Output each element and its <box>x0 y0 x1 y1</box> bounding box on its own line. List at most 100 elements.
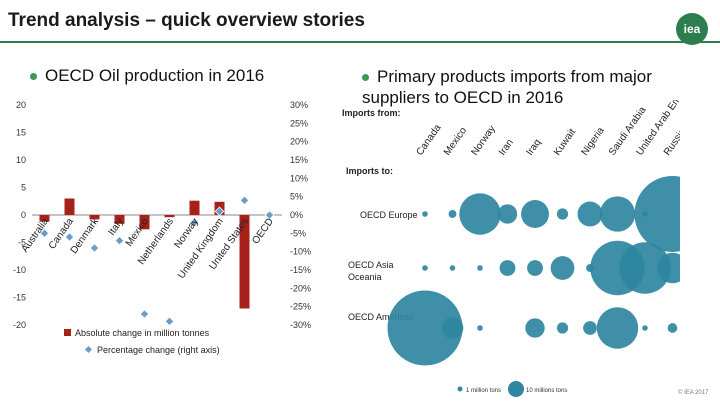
pct-marker-netherlands <box>164 316 175 327</box>
y2-tick-label: -10% <box>290 247 311 257</box>
bar-canada <box>64 198 75 215</box>
y2-tick-label: -5% <box>290 228 306 238</box>
bubble <box>497 204 518 224</box>
bubble <box>556 208 569 220</box>
oil-chart-title: OECD Oil production in 2016 <box>45 66 265 85</box>
pct-marker-oecd <box>264 210 275 220</box>
y-tick-label: 10 <box>16 155 26 165</box>
pct-marker-united-kingdom <box>214 206 225 217</box>
bubble <box>577 201 603 227</box>
region-label: OECD Europe <box>360 210 418 220</box>
y2-tick-label: -25% <box>290 302 311 312</box>
y-tick-label: 5 <box>21 183 26 193</box>
bubble <box>527 260 543 276</box>
category-label: OECD <box>250 216 276 246</box>
oil-production-panel-title: OECD Oil production in 2016 <box>30 66 264 86</box>
y2-tick-label: 30% <box>290 100 308 110</box>
y2-tick-label: 20% <box>290 137 308 147</box>
y-tick-label: -20 <box>13 320 26 330</box>
bubble <box>619 242 671 294</box>
bar-united-states <box>239 215 250 309</box>
supplier-label: Iraq <box>524 137 543 157</box>
y-tick-label: -15 <box>13 293 26 303</box>
oil-production-chart: 20 15 10 5 0 -5 -10 -15 -20 30% 25% 20% 15% 10% 5% 0% -5… <box>13 100 311 355</box>
y-tick-label: 15 <box>16 128 26 138</box>
y-tick-label: 20 <box>16 100 26 110</box>
bubble <box>667 323 678 333</box>
bubble <box>477 265 483 271</box>
bar-denmark <box>89 215 100 220</box>
x-axis-label: Imports from: <box>342 108 401 118</box>
bubble <box>422 211 428 217</box>
bubble <box>387 290 463 366</box>
pct-marker-united-states <box>239 195 250 206</box>
y-tick-label: -10 <box>13 265 26 275</box>
bubble <box>449 265 456 271</box>
y2-tick-label: 25% <box>290 118 308 128</box>
pct-marker-canada <box>64 232 75 242</box>
bubble <box>596 307 639 349</box>
bubble <box>448 210 457 218</box>
y2-tick-label: -15% <box>290 265 311 275</box>
pct-marker-mexico <box>139 309 150 319</box>
y-tick-label: -5 <box>18 238 26 248</box>
bar-australia <box>39 215 50 222</box>
bar-netherlands <box>164 215 175 218</box>
bubble <box>642 325 648 331</box>
supplier-label: Mexico <box>442 125 469 158</box>
y2-tick-label: 15% <box>290 155 308 165</box>
page-title: Trend analysis – quick overview stories <box>8 10 365 31</box>
pct-marker-denmark <box>89 243 100 253</box>
bar-italy <box>114 215 125 224</box>
legend-pct-swatch <box>84 345 93 354</box>
region-label: Oceania <box>348 272 382 282</box>
supplier-label: Nigeria <box>579 125 606 158</box>
pct-marker-italy <box>114 235 125 246</box>
supplier-label: Canada <box>414 122 443 157</box>
bar-norway <box>189 200 200 215</box>
supplier-label: Kuwait <box>552 127 578 158</box>
supplier-label: Norway <box>469 124 497 158</box>
bubble <box>583 321 597 335</box>
legend-bar-label: Absolute change in million tonnes <box>75 328 210 338</box>
bubble <box>556 322 569 334</box>
copyright: © IEA 2017 <box>678 390 709 396</box>
y2-tick-label: 5% <box>290 192 303 202</box>
bubble <box>521 200 549 228</box>
y2-tick-label: 0% <box>290 210 303 220</box>
imports-panel-title: Primary products imports from major supp… <box>362 66 662 108</box>
bullet-icon <box>362 74 369 82</box>
y-tick-label: 0 <box>21 210 26 220</box>
region-label: OECD Asia <box>348 260 394 270</box>
bubble <box>657 252 680 284</box>
legend-small-bubble <box>457 386 463 392</box>
header-divider <box>0 41 720 43</box>
y2-tick-label: 10% <box>290 173 308 183</box>
pct-marker-australia <box>39 228 50 239</box>
y-axis-label: Imports to: <box>346 166 393 176</box>
bubble <box>525 318 545 338</box>
bubble <box>499 260 516 276</box>
iea-logo: iea <box>676 13 708 45</box>
region-label: OECD Americas <box>348 312 414 322</box>
y2-tick-label: -30% <box>290 320 311 330</box>
legend-large-bubble <box>508 381 524 397</box>
bubble <box>441 317 464 339</box>
bubble-chart-title: Primary products imports from major supp… <box>362 67 652 107</box>
bubble <box>634 176 680 252</box>
bubble <box>459 193 501 235</box>
supplier-label: Iran <box>497 137 516 157</box>
bar-mexico <box>139 215 150 230</box>
bullet-icon <box>30 73 37 81</box>
bubble <box>550 256 575 280</box>
legend-small-label: 1 million tons <box>466 388 501 394</box>
pct-marker-norway <box>189 217 200 228</box>
legend-bar-swatch <box>64 329 71 336</box>
legend-pct-label: Percentage change (right axis) <box>97 345 220 355</box>
bubble <box>599 196 636 232</box>
legend-large-label: 10 millions tons <box>526 388 567 394</box>
bubble <box>477 325 483 331</box>
bubble <box>422 265 428 271</box>
y2-tick-label: -20% <box>290 283 311 293</box>
